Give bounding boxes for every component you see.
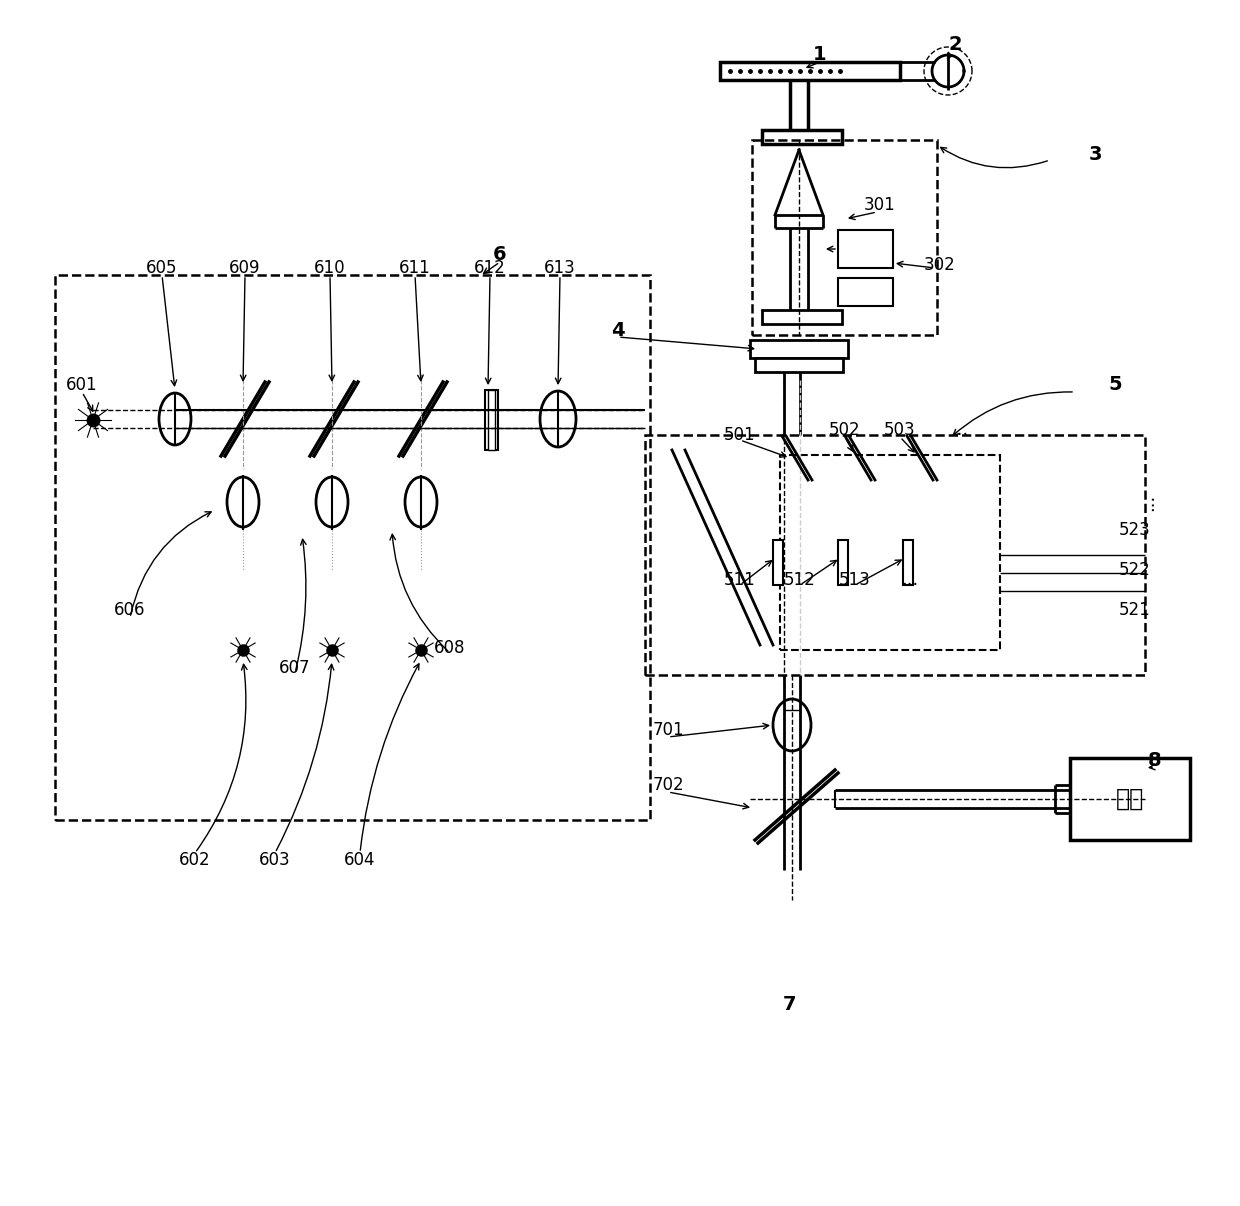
Bar xyxy=(489,390,495,450)
Bar xyxy=(755,358,843,371)
Text: 502: 502 xyxy=(830,421,861,439)
Text: 605: 605 xyxy=(146,259,177,277)
Text: 611: 611 xyxy=(399,259,430,277)
Text: 523: 523 xyxy=(1120,521,1151,539)
Text: 603: 603 xyxy=(259,851,291,870)
Text: 601: 601 xyxy=(66,376,98,394)
Text: 302: 302 xyxy=(924,256,956,274)
Bar xyxy=(645,435,1145,675)
Text: 相机: 相机 xyxy=(1116,788,1145,810)
Bar xyxy=(55,275,650,820)
Bar xyxy=(1070,759,1190,841)
Text: 503: 503 xyxy=(884,421,916,439)
Text: 607: 607 xyxy=(279,658,311,677)
Text: 1: 1 xyxy=(813,46,827,64)
Text: 2: 2 xyxy=(949,35,962,54)
Text: 3: 3 xyxy=(1089,146,1102,164)
Bar xyxy=(838,230,893,268)
Bar xyxy=(763,130,842,144)
Bar xyxy=(838,279,893,306)
Text: 4: 4 xyxy=(611,321,625,340)
Text: 602: 602 xyxy=(180,851,211,870)
Bar xyxy=(763,310,842,324)
Text: 608: 608 xyxy=(434,639,466,657)
Text: ...: ... xyxy=(901,570,919,589)
Bar xyxy=(720,62,900,80)
Text: 609: 609 xyxy=(229,259,260,277)
Bar xyxy=(485,390,498,450)
Text: 604: 604 xyxy=(345,851,376,870)
Text: 522: 522 xyxy=(1120,561,1151,579)
Bar xyxy=(751,140,937,335)
Text: 301: 301 xyxy=(864,197,895,213)
Bar xyxy=(903,540,913,585)
Bar xyxy=(773,540,782,585)
Text: 606: 606 xyxy=(114,601,146,619)
Text: 612: 612 xyxy=(474,259,506,277)
Text: 512: 512 xyxy=(784,570,816,589)
Text: ...: ... xyxy=(951,421,968,439)
Bar xyxy=(780,455,999,650)
Text: 511: 511 xyxy=(724,570,756,589)
Text: ...: ... xyxy=(1140,493,1157,510)
Text: 613: 613 xyxy=(544,259,575,277)
Text: 702: 702 xyxy=(652,775,683,794)
Text: 6: 6 xyxy=(494,246,507,264)
Text: 7: 7 xyxy=(784,995,797,1014)
Text: 8: 8 xyxy=(1148,750,1162,769)
Text: 610: 610 xyxy=(314,259,346,277)
Text: 521: 521 xyxy=(1120,601,1151,619)
Bar xyxy=(838,540,848,585)
Text: 501: 501 xyxy=(724,426,756,444)
Text: 701: 701 xyxy=(652,721,683,739)
Text: 5: 5 xyxy=(1109,375,1122,394)
Bar xyxy=(750,340,848,358)
Text: 513: 513 xyxy=(839,570,870,589)
